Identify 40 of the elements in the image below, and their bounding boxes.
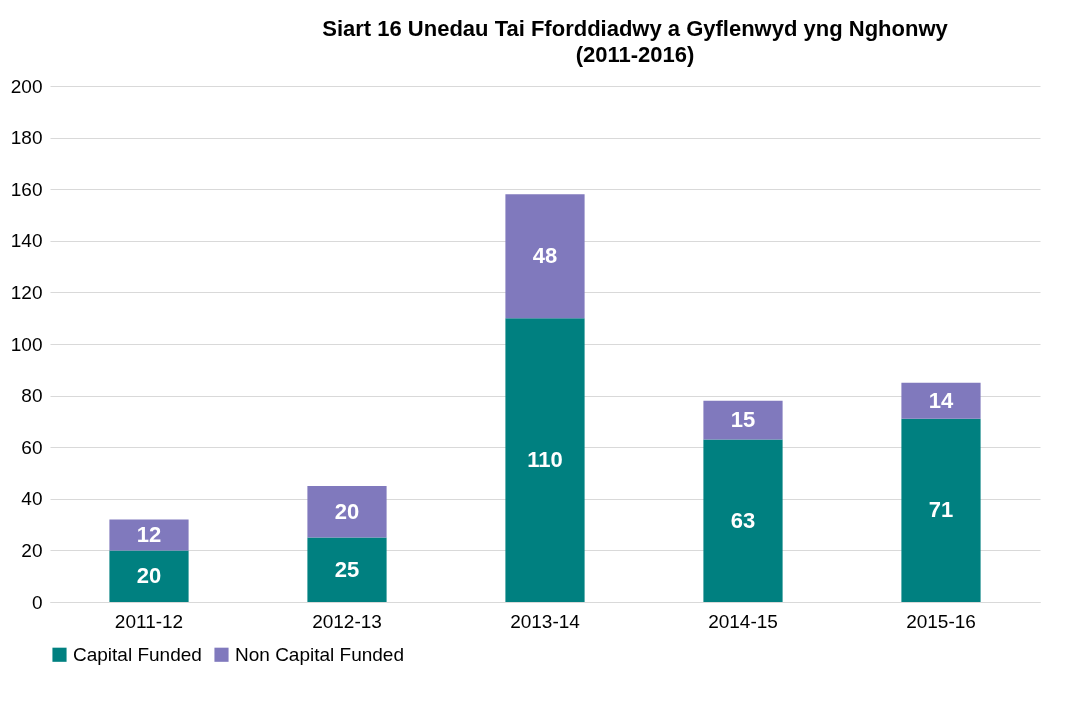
y-tick-label: 180: [10, 127, 43, 149]
data-label: 63: [730, 507, 756, 533]
y-tick-label: 140: [10, 230, 43, 252]
bar: [307, 485, 387, 538]
data-label: 20: [334, 498, 360, 524]
text: (2011-2016): [575, 42, 695, 67]
x-tick-label: 2013-14: [510, 610, 581, 632]
text: Siart 16 Unedau Tai Fforddiadwy a Gyflenwyd yng Nghonwy: [322, 16, 948, 41]
data-label: 20: [136, 563, 162, 589]
y-tick-label: 200: [10, 75, 43, 97]
bar: [703, 439, 783, 602]
data-label: 48: [532, 243, 558, 269]
bar: [703, 400, 783, 440]
legend-label: Non Capital Funded: [235, 643, 404, 665]
x-tick-label: 2011-12: [114, 610, 184, 632]
data-label: 14: [928, 387, 954, 413]
bar: [109, 550, 189, 602]
bar: [307, 537, 387, 602]
bar: [901, 418, 981, 602]
y-tick-label: 80: [21, 385, 43, 407]
x-tick-label: 2015-16: [906, 610, 976, 632]
data-label: 25: [334, 556, 360, 582]
data-label: 110: [527, 447, 563, 473]
bar: [109, 519, 189, 551]
y-tick-label: 120: [10, 281, 43, 303]
y-tick-label: 60: [21, 436, 43, 458]
bar: [505, 318, 585, 602]
data-label: 12: [136, 521, 162, 547]
y-tick-label: 160: [10, 178, 43, 200]
data-label: 71: [928, 497, 954, 523]
y-tick-label: 40: [21, 488, 43, 510]
x-tick-label: 2014-15: [708, 610, 778, 632]
data-label: 15: [730, 407, 756, 433]
x-tick-label: 2012-13: [312, 610, 382, 632]
legend-label: Capital Funded: [73, 643, 202, 665]
bar: [505, 194, 585, 319]
y-tick-label: 0: [31, 591, 43, 613]
y-tick-label: 100: [10, 333, 43, 355]
bar: [901, 382, 981, 419]
y-tick-label: 20: [21, 539, 43, 561]
